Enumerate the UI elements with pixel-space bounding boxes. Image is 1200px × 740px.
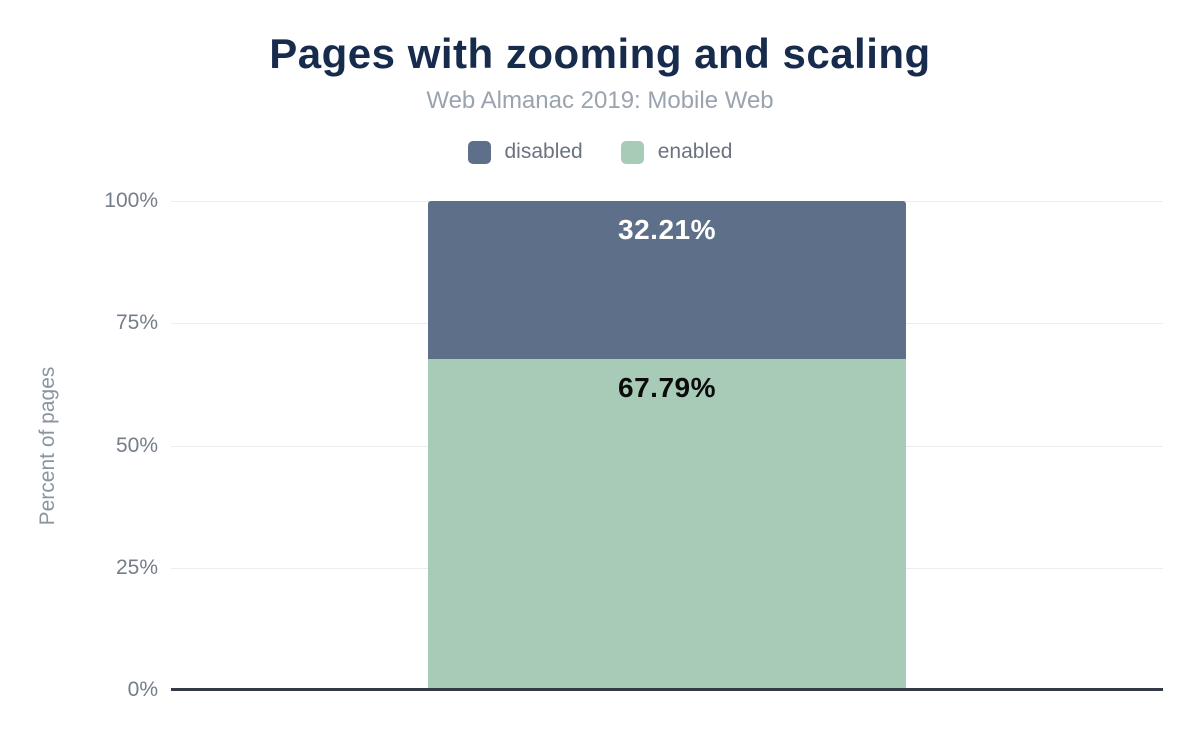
x-axis-line	[171, 688, 1163, 691]
plot-area: 32.21% 67.79%	[171, 201, 1163, 691]
y-tick-label: 100%	[104, 189, 158, 212]
stacked-bar: 32.21% 67.79%	[428, 201, 906, 690]
chart-subtitle: Web Almanac 2019: Mobile Web	[426, 87, 774, 114]
legend-item-enabled: enabled	[620, 140, 733, 164]
chart-title: Pages with zooming and scaling	[269, 30, 931, 77]
y-tick-label: 50%	[115, 433, 158, 457]
y-tick-label: 0%	[127, 678, 158, 701]
legend-item-disabled: disabled	[467, 140, 583, 164]
legend-swatch-disabled	[467, 140, 491, 164]
bar-segment-disabled: 32.21%	[428, 201, 906, 359]
legend-label: enabled	[657, 140, 733, 163]
y-tick-label: 75%	[115, 311, 158, 335]
y-tick-label: 25%	[115, 555, 158, 579]
y-axis-tick-labels: 100% 75% 50% 25% 0%	[0, 190, 158, 701]
bar-segment-enabled: 67.79%	[428, 358, 906, 690]
bar-segment-value: 67.79%	[618, 371, 716, 403]
legend: disabled enabled	[0, 140, 1200, 164]
bar-segment-value: 32.21%	[618, 214, 716, 245]
legend-swatch-enabled	[620, 140, 644, 164]
legend-label: disabled	[504, 140, 583, 163]
